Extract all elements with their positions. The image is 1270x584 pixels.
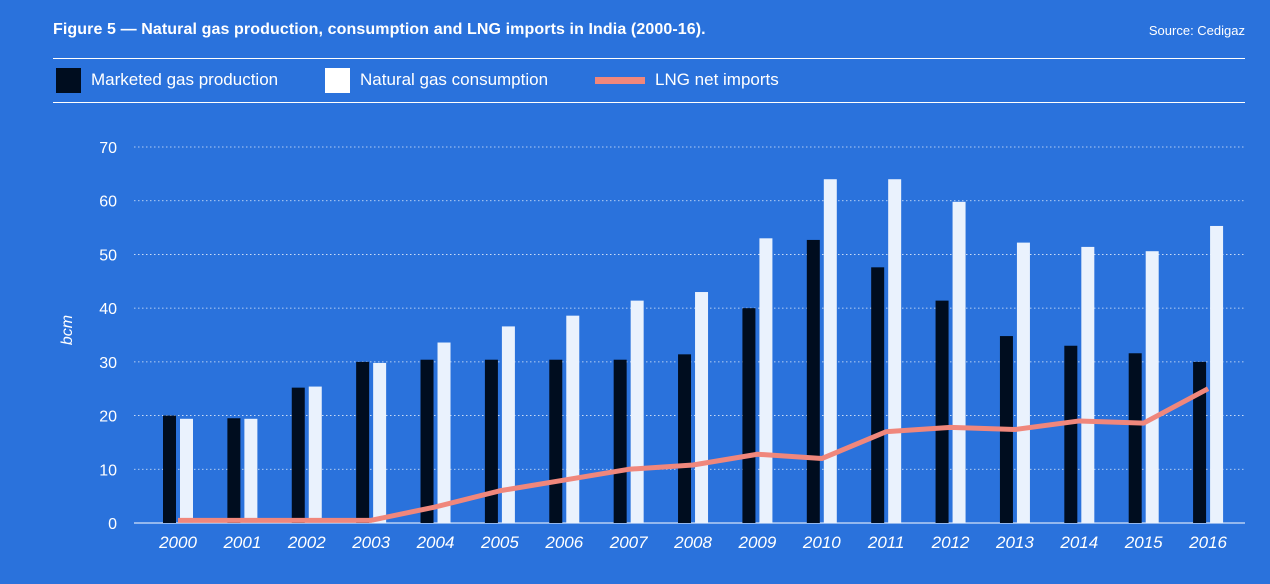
chart-legend: Marketed gas production Natural gas cons… [53,58,1245,103]
bar-consumption [888,179,902,523]
bars-layer [163,179,1224,524]
bar-production [484,359,498,523]
x-tick-label: 2011 [867,533,905,552]
legend-label-lng: LNG net imports [655,70,779,89]
x-tick-label: 2005 [480,533,519,552]
legend-item-lng: LNG net imports [595,67,779,93]
bar-consumption [180,418,193,523]
bar-consumption [1210,225,1224,523]
x-tick-label: 2007 [609,533,648,552]
y-tick-label: 30 [99,355,117,372]
chart-source: Source: Cedigaz [1148,23,1245,38]
y-tick-label: 20 [99,409,117,426]
y-tick-label: 10 [99,462,117,479]
bar-consumption [244,418,258,523]
bar-production [291,387,305,523]
bar-consumption [952,201,966,523]
line-layer [178,386,1210,523]
y-tick-label: 70 [99,140,117,157]
bar-consumption [501,326,515,523]
bar-production [1064,345,1078,523]
bar-production [549,359,563,523]
x-tick-label: 2015 [1124,533,1163,552]
line-lng-imports [178,386,1210,523]
chart-header: Figure 5 — Natural gas production, consu… [53,0,1245,59]
labels-layer: 0 10 20 30 40 50 60 70 2000 2001 2002 2003 2004 2005 2… [99,140,1227,552]
chart-title: Figure 5 — Natural gas production, consu… [53,21,706,38]
bar-production [871,267,885,523]
x-tick-label: 2002 [287,533,326,552]
x-tick-label: 2006 [544,533,583,552]
bar-production [356,361,370,523]
x-tick-label: 2013 [995,533,1034,552]
x-tick-label: 2004 [416,533,455,552]
bar-production [806,239,820,523]
bar-production [420,359,434,523]
bar-consumption [1016,242,1030,523]
legend-line-lng [595,76,645,84]
bar-consumption [759,238,773,524]
bar-production [678,354,692,523]
legend-item-consumption: Natural gas consumption [325,67,548,93]
bar-consumption [630,300,644,523]
legend-label-production: Marketed gas production [91,70,279,89]
x-tick-label: 2001 [222,533,261,552]
bar-production [935,300,949,523]
x-tick-label: 2000 [158,533,197,552]
bar-consumption [1081,246,1095,523]
legend-item-production: Marketed gas production [56,67,278,93]
y-tick-label: 50 [99,247,117,264]
bar-production [613,359,627,523]
x-tick-label: 2008 [673,533,712,552]
x-tick-label: 2010 [802,533,841,552]
bar-consumption [1145,251,1159,523]
bar-production [742,308,756,523]
legend-swatch-consumption [325,67,350,93]
x-tick-label: 2003 [351,533,390,552]
y-axis-title: bcm [59,315,76,345]
x-tick-label: 2012 [931,533,970,552]
x-tick-label: 2016 [1188,533,1227,552]
x-tick-label: 2009 [738,533,777,552]
y-tick-label: 0 [108,516,117,533]
bar-production [227,418,241,523]
bar-consumption [695,292,709,523]
x-tick-label: 2014 [1059,533,1098,552]
legend-swatch-production [56,67,81,93]
bar-production [1128,353,1142,523]
legend-label-consumption: Natural gas consumption [360,70,549,89]
bar-production [1193,361,1207,523]
bar-consumption [308,386,322,523]
bar-consumption [566,315,580,523]
bar-consumption [437,342,451,523]
bar-consumption [823,179,837,523]
bar-production [163,415,176,523]
y-tick-label: 60 [99,194,117,211]
y-tick-label: 40 [99,301,117,318]
bar-consumption [373,362,387,523]
